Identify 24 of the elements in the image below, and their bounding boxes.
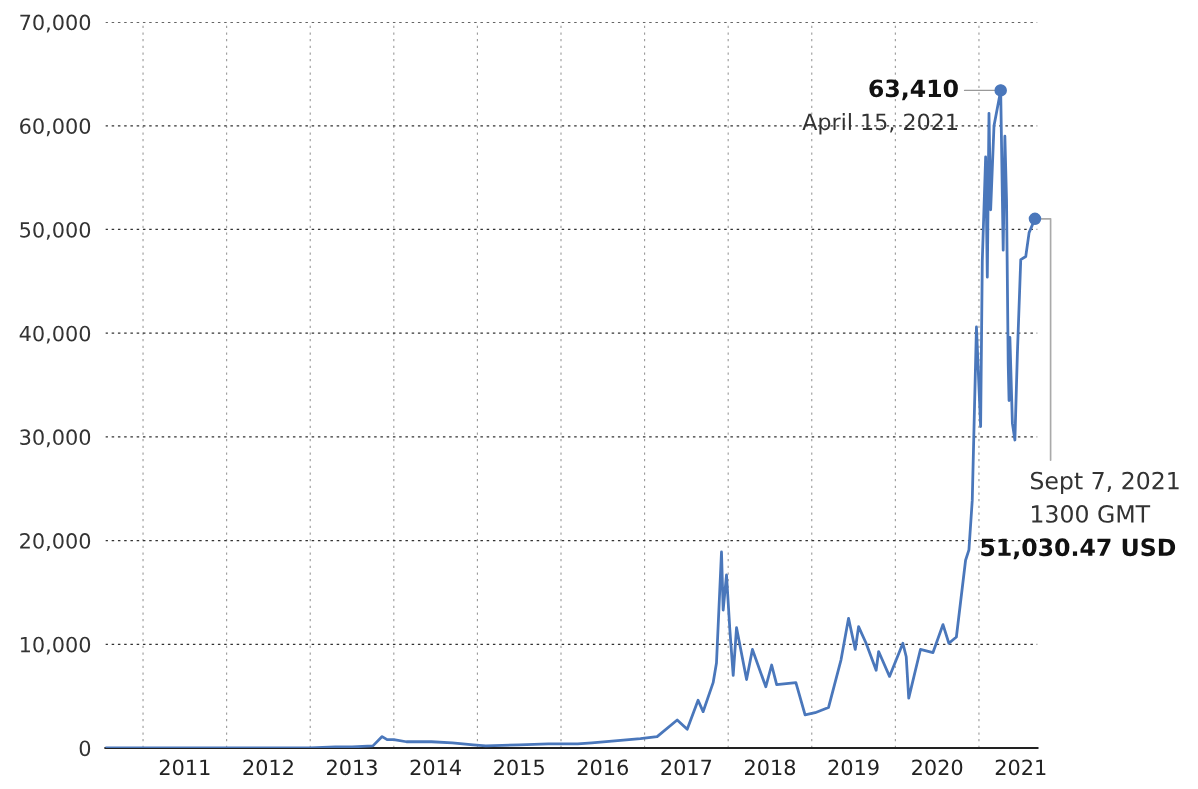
x-tick-label: 2018 — [744, 759, 796, 776]
x-tick-label: 2015 — [494, 759, 544, 776]
y-tick-label: 30,000 — [20, 429, 91, 448]
x-tick-label: 2019 — [828, 759, 879, 776]
annotation: April 15, 2021 — [802, 113, 957, 135]
x-tick-label: 2014 — [410, 759, 461, 776]
x-tick-label: 2013 — [327, 759, 377, 776]
y-tick-label: 60,000 — [20, 118, 91, 137]
annotation: 1300 GMT — [1032, 505, 1151, 523]
y-tick-label: 0 — [79, 740, 91, 757]
y-tick-label: 10,000 — [20, 636, 91, 655]
x-tick-label: 2016 — [577, 759, 628, 776]
y-tick-label: 70,000 — [20, 14, 91, 33]
x-tick-label: 2020 — [912, 759, 963, 776]
x-tick-label: 2011 — [159, 759, 210, 776]
y-tick-label: 40,000 — [19, 325, 91, 344]
y-tick-label: 50,000 — [20, 221, 91, 240]
annotation: 63,410 — [869, 79, 958, 101]
y-tick-label: 20,000 — [20, 533, 91, 551]
annotation: Sept 7, 2021 — [1030, 471, 1179, 495]
x-tick-label: 2017 — [661, 759, 712, 776]
x-tick-label: 2021 — [995, 759, 1046, 776]
annotation: 51,030.47 USD — [981, 538, 1176, 560]
x-tick-label: 2012 — [243, 759, 293, 776]
